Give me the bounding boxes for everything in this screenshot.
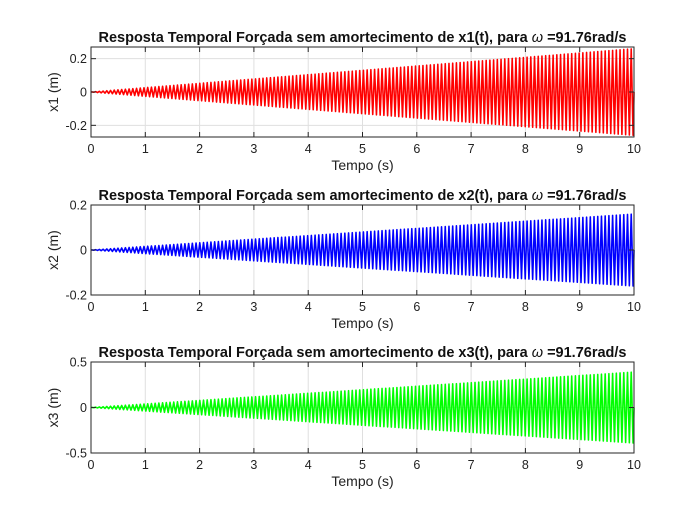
x-tick-label: 3 [250,458,257,472]
chart-title-value: =91.76rad/s [543,345,626,361]
chart-title-value: =91.76rad/s [543,30,626,46]
y-tick-label: -0.2 [65,289,87,303]
y-tick-label: 0.2 [70,199,87,213]
x-tick-label: 10 [627,458,641,472]
x-tick-label: 4 [305,142,312,156]
x-tick-label: 2 [196,300,203,314]
y-tick-label: 0.5 [70,356,87,370]
x-tick-label: 7 [468,458,475,472]
x-tick-label: 3 [250,300,257,314]
chart-title-omega: ω [532,345,543,361]
x-tick-label: 2 [196,458,203,472]
x-tick-label: 0 [88,458,95,472]
x-tick-label: 8 [522,458,529,472]
x-tick-label: 9 [576,458,583,472]
chart-title: Resposta Temporal Forçada sem amortecime… [98,30,626,46]
x-tick-label: 7 [468,300,475,314]
x-tick-label: 0 [88,300,95,314]
x-tick-label: 9 [576,142,583,156]
x-tick-label: 9 [576,300,583,314]
y-tick-label: 0 [80,86,87,100]
series-line [90,371,635,444]
y-tick-label: 0.2 [70,52,87,66]
x-tick-label: 10 [627,300,641,314]
y-axis-label: x2 (m) [45,230,61,270]
y-axis-label: x1 (m) [45,72,61,112]
x-tick-label: 8 [522,300,529,314]
x-tick-label: 10 [627,142,641,156]
x-tick-label: 1 [142,142,149,156]
x-axis-label: Tempo (s) [331,157,393,173]
chart-title-value: =91.76rad/s [543,188,626,204]
x-tick-label: 5 [359,300,366,314]
x-tick-label: 3 [250,142,257,156]
x-tick-label: 6 [413,458,420,472]
x-tick-label: 4 [305,458,312,472]
chart-title: Resposta Temporal Forçada sem amortecime… [98,345,626,361]
x-tick-label: 7 [468,142,475,156]
y-tick-label: 0 [80,244,87,258]
x-tick-label: 1 [142,458,149,472]
y-tick-label: 0 [80,401,87,415]
x-tick-label: 6 [413,300,420,314]
x-tick-label: 5 [359,458,366,472]
x-axis-label: Tempo (s) [331,315,393,331]
x-tick-label: 4 [305,300,312,314]
x-axis-label: Tempo (s) [331,473,393,489]
chart-title-omega: ω [532,30,543,46]
y-axis-label: x3 (m) [45,388,61,428]
x-tick-label: 6 [413,142,420,156]
x-tick-label: 1 [142,300,149,314]
y-tick-label: -0.5 [65,447,87,461]
y-tick-label: -0.2 [65,119,87,133]
x-tick-label: 5 [359,142,366,156]
chart-title-text: Resposta Temporal Forçada sem amortecime… [98,345,531,361]
series-line [90,48,635,137]
x-tick-label: 0 [88,142,95,156]
chart-title-text: Resposta Temporal Forçada sem amortecime… [98,188,531,204]
x-tick-label: 2 [196,142,203,156]
series-line [90,213,635,287]
x-tick-label: 8 [522,142,529,156]
chart-title-omega: ω [532,188,543,204]
chart-title: Resposta Temporal Forçada sem amortecime… [98,188,626,204]
chart-title-text: Resposta Temporal Forçada sem amortecime… [98,30,531,46]
